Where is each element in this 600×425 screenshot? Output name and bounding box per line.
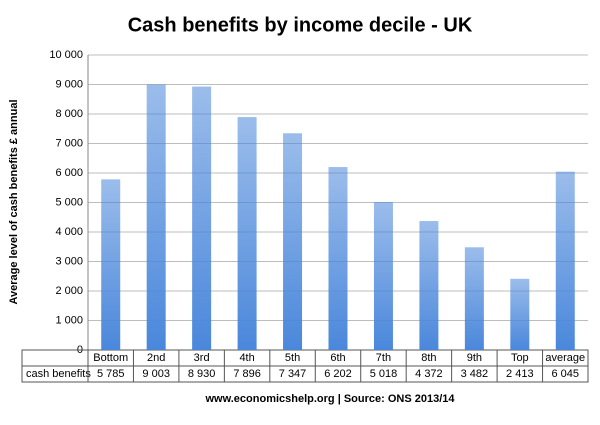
- x-tick-label: 3rd: [194, 352, 210, 364]
- x-tick-label: 6th: [330, 352, 345, 364]
- table-value: 7 896: [233, 368, 261, 380]
- bar: [419, 221, 439, 350]
- y-tick-label: 1 000: [55, 314, 83, 326]
- x-tick-label: 8th: [421, 352, 436, 364]
- table-value: 5 785: [97, 368, 125, 380]
- table-value: 6 202: [324, 368, 352, 380]
- y-axis-label: Average level of cash benefits £ annual: [8, 99, 20, 304]
- y-tick-label: 8 000: [55, 108, 83, 120]
- table-value: 3 482: [461, 368, 489, 380]
- bar: [101, 179, 121, 350]
- y-tick-label: 6 000: [55, 167, 83, 179]
- y-tick-label: 2 000: [55, 285, 83, 297]
- y-tick-label: 3 000: [55, 255, 83, 267]
- y-tick-label: 7 000: [55, 137, 83, 149]
- y-tick-label: 4 000: [55, 226, 83, 238]
- x-tick-label: 4th: [239, 352, 254, 364]
- table-value: 6 045: [552, 368, 580, 380]
- bar: [237, 117, 257, 351]
- bar: [146, 84, 166, 350]
- bar: [555, 171, 575, 350]
- table-value: 2 413: [506, 368, 534, 380]
- bar: [510, 278, 530, 350]
- bar: [192, 86, 212, 350]
- bar: [328, 167, 348, 350]
- y-tick-label: 5 000: [55, 196, 83, 208]
- x-tick-label: average: [545, 352, 585, 364]
- x-tick-label: 2nd: [147, 352, 165, 364]
- bar: [373, 201, 393, 350]
- chart-title: Cash benefits by income decile - UK: [128, 14, 473, 36]
- source-note: www.economicshelp.org | Source: ONS 2013…: [204, 393, 455, 405]
- table-value: 8 930: [188, 368, 216, 380]
- y-tick-label: 10 000: [49, 49, 83, 61]
- y-tick-label: 9 000: [55, 78, 83, 90]
- x-tick-label: Top: [511, 352, 529, 364]
- table-value: 9 003: [142, 368, 170, 380]
- legend-entry: cash benefits: [26, 368, 91, 380]
- x-tick-label: 9th: [467, 352, 482, 364]
- bar: [464, 247, 484, 350]
- table-value: 7 347: [279, 368, 307, 380]
- x-tick-label: 5th: [285, 352, 300, 364]
- x-tick-label: Bottom: [93, 352, 128, 364]
- table-value: 4 372: [415, 368, 443, 380]
- bar: [283, 133, 303, 350]
- table-value: 5 018: [370, 368, 398, 380]
- x-tick-label: 7th: [376, 352, 391, 364]
